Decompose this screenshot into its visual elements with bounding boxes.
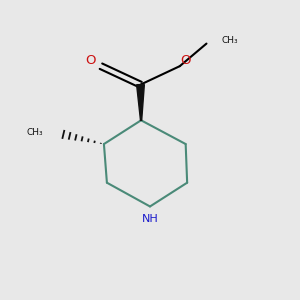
Text: NH: NH bbox=[142, 214, 158, 224]
Text: O: O bbox=[180, 54, 190, 67]
Text: O: O bbox=[85, 54, 96, 67]
Text: CH₃: CH₃ bbox=[26, 128, 43, 137]
Polygon shape bbox=[136, 85, 144, 120]
Text: CH₃: CH₃ bbox=[221, 36, 238, 45]
